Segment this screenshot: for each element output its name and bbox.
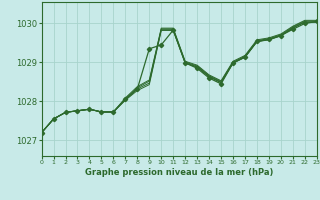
X-axis label: Graphe pression niveau de la mer (hPa): Graphe pression niveau de la mer (hPa)	[85, 168, 273, 177]
